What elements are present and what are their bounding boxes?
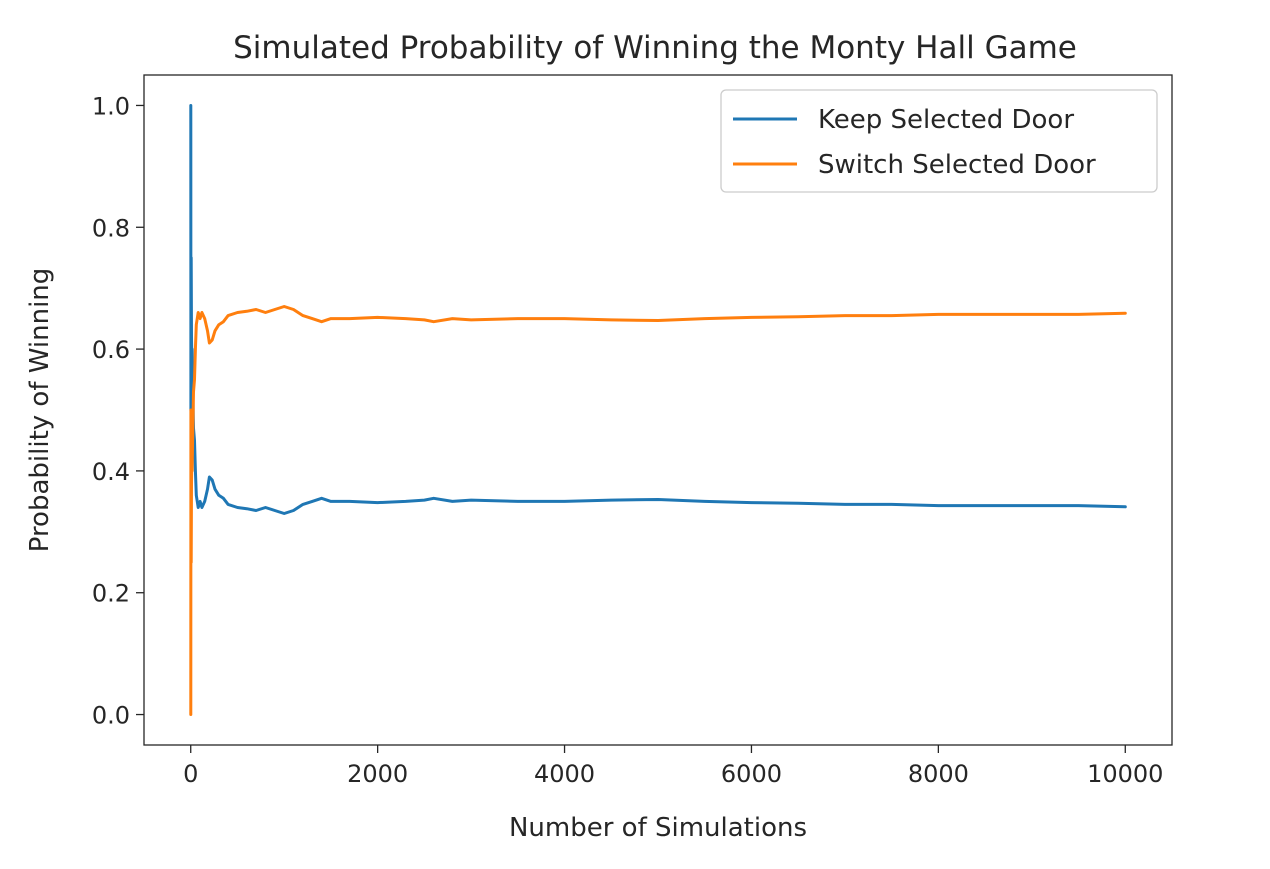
series-line-2 [189, 305, 1127, 716]
series-layer [189, 104, 1127, 716]
x-axis-label: Number of Simulations [509, 813, 807, 843]
y-tick-label: 0.2 [92, 580, 130, 608]
x-tick-label: 8000 [908, 760, 969, 788]
y-tick-label: 0.8 [92, 214, 130, 242]
y-tick-label: 0.6 [92, 336, 130, 364]
legend-label: Keep Selected Door [818, 105, 1074, 135]
plot-area [143, 74, 1173, 746]
y-tick-label: 0.4 [92, 458, 130, 486]
y-axis-label: Probability of Winning [25, 268, 55, 553]
x-tick-label: 4000 [534, 760, 595, 788]
y-tick-label: 0.0 [92, 702, 130, 730]
x-axis: 0 2000 4000 6000 8000 10000 [183, 745, 1163, 788]
chart-title: Simulated Probability of Winning the Mon… [233, 30, 1077, 66]
axes-frame [143, 74, 1173, 746]
series-line-1 [189, 104, 1127, 515]
x-tick-label: 0 [183, 760, 198, 788]
legend-items: Keep Selected Door Switch Selected Door [733, 105, 1096, 180]
y-tick-label: 1.0 [92, 92, 130, 120]
x-tick-label: 2000 [347, 760, 408, 788]
legend-frame [720, 89, 1158, 193]
y-axis: 0.0 0.2 0.4 0.6 0.8 1.0 [92, 92, 144, 730]
legend: Keep Selected Door Switch Selected Door [720, 89, 1158, 193]
x-tick-label: 6000 [721, 760, 782, 788]
legend-label: Switch Selected Door [818, 150, 1096, 180]
x-tick-label: 10000 [1087, 760, 1163, 788]
